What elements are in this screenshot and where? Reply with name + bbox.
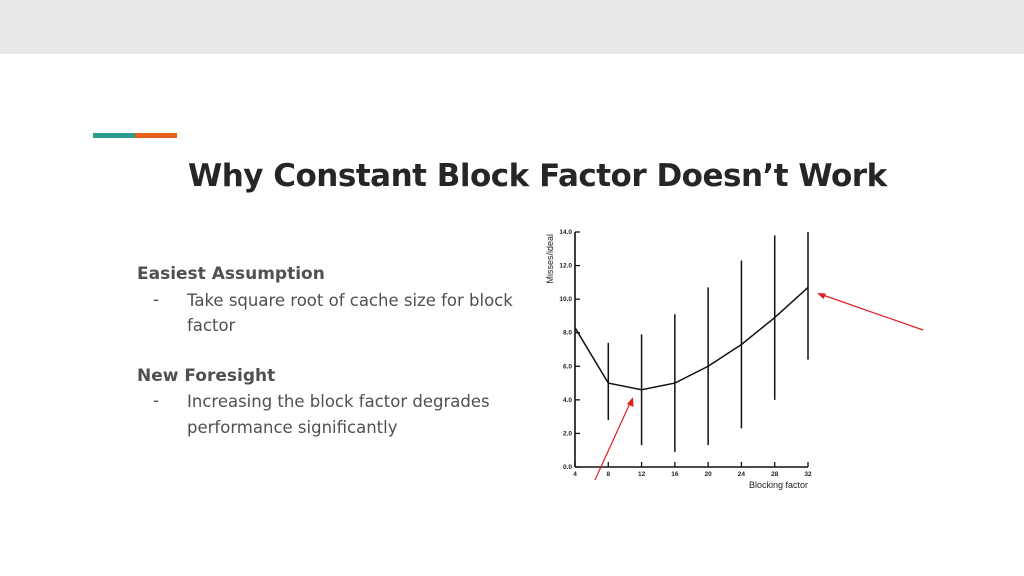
bullet-text: Take square root of cache size for block… xyxy=(187,290,513,336)
error-bars xyxy=(607,232,809,452)
chart-labels: 0.0 2.0 4.0 6.0 8.0 10.0 12.0 14.0 4 8 12 16 20 24 28 3… xyxy=(545,229,812,490)
x-tick-label: 32 xyxy=(804,471,812,478)
y-tick-label: 6.0 xyxy=(563,363,572,370)
y-tick-label: 0.0 xyxy=(563,464,572,471)
annotation-arrowhead-left xyxy=(627,397,634,407)
chart-axes xyxy=(574,231,809,468)
bullet-assumption: - Take square root of cache size for blo… xyxy=(137,288,517,339)
bullet-dash: - xyxy=(153,391,160,411)
annotation-arrows xyxy=(594,293,924,481)
x-tick-label: 28 xyxy=(771,471,779,478)
title-accent-bar xyxy=(93,133,177,138)
x-tick-label: 20 xyxy=(705,471,713,478)
section-heading-assumption: Easiest Assumption xyxy=(137,264,325,284)
x-tick-label: 8 xyxy=(606,471,610,478)
annotation-arrow-right xyxy=(819,293,924,331)
x-tick-label: 16 xyxy=(671,471,679,478)
bullet-dash: - xyxy=(153,289,160,310)
misses-line xyxy=(574,286,809,391)
x-tick-label: 12 xyxy=(638,471,646,478)
x-tick-label: 24 xyxy=(738,471,746,478)
y-tick-label: 12.0 xyxy=(559,263,572,270)
y-tick-label: 4.0 xyxy=(563,397,572,404)
y-axis-label: Misses/ideal xyxy=(545,234,555,284)
y-tick-label: 14.0 xyxy=(559,229,572,236)
annotation-arrowhead-right xyxy=(817,293,826,299)
x-axis-label: Blocking factor xyxy=(749,480,808,490)
bullet-foresight: - Increasing the block factor degrades p… xyxy=(137,389,517,440)
y-tick-label: 10.0 xyxy=(559,296,572,303)
slide-body: Easiest Assumption - Take square root of… xyxy=(137,262,517,440)
series-line xyxy=(574,286,809,391)
y-tick-label: 2.0 xyxy=(563,430,572,437)
annotation-arrow-left xyxy=(594,400,632,481)
y-tick-label: 8.0 xyxy=(563,330,572,337)
misses-vs-blocking-factor-chart: 0.0 2.0 4.0 6.0 8.0 10.0 12.0 14.0 4 8 12 16 20 24 28 3… xyxy=(545,229,924,490)
x-tick-label: 4 xyxy=(573,471,577,478)
accent-teal xyxy=(93,133,135,138)
bullet-text: Increasing the block factor degrades per… xyxy=(187,392,490,437)
section-heading-foresight: New Foresight xyxy=(137,365,276,386)
top-bar xyxy=(0,0,1024,54)
accent-orange xyxy=(135,133,177,138)
slide-title: Why Constant Block Factor Doesn’t Work xyxy=(188,158,887,194)
